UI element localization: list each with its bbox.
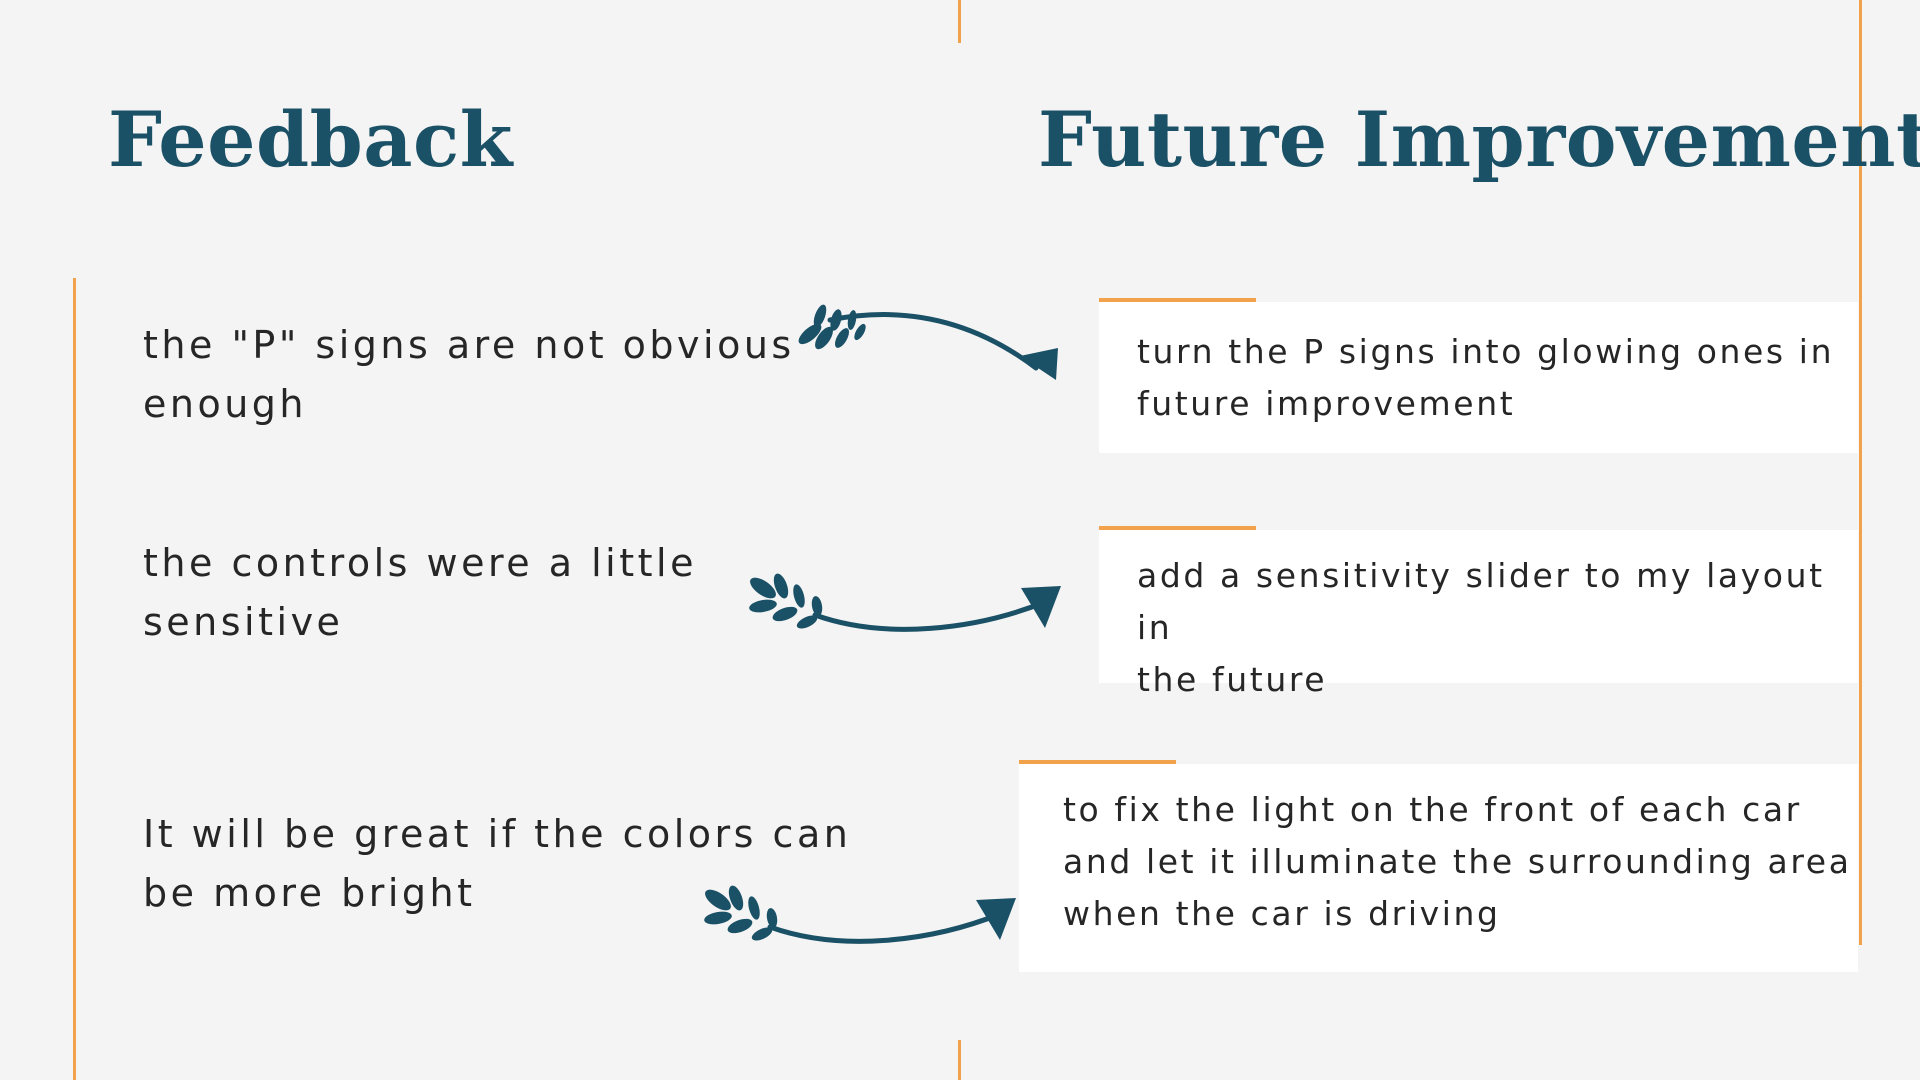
leafy-arrow-icon bbox=[798, 304, 1058, 380]
improvement-card-3: to fix the light on the front of each ca… bbox=[1019, 764, 1858, 972]
leafy-arrow-icon bbox=[749, 573, 1061, 632]
center-top-tick bbox=[958, 0, 961, 43]
future-improvement-heading: Future Improvement bbox=[1038, 95, 1920, 184]
improvement-card-1: turn the P signs into glowing ones in fu… bbox=[1099, 302, 1858, 453]
center-bottom-tick bbox=[958, 1040, 961, 1080]
feedback-item-3: It will be great if the colors can be mo… bbox=[143, 805, 851, 923]
right-accent-line bbox=[1859, 0, 1862, 945]
feedback-line: enough bbox=[143, 382, 308, 426]
feedback-item-1: the "P" signs are not obvious enough bbox=[143, 316, 795, 434]
leafy-arrow-icon bbox=[704, 885, 1016, 944]
card-accent-bar bbox=[1099, 526, 1256, 531]
card-accent-bar bbox=[1019, 760, 1176, 765]
improvement-card-2: add a sensitivity slider to my layout in… bbox=[1099, 530, 1858, 699]
improvement-line: to fix the light on the front of each ca… bbox=[1063, 790, 1802, 829]
feedback-line: It will be great if the colors can bbox=[143, 812, 852, 856]
improvement-line: future improvement bbox=[1137, 384, 1516, 423]
feedback-line: be more bright bbox=[143, 871, 476, 915]
feedback-item-2: the controls were a little sensitive bbox=[143, 534, 697, 652]
feedback-heading: Feedback bbox=[108, 95, 513, 184]
improvement-line: when the car is driving bbox=[1063, 894, 1501, 933]
improvement-line: and let it illuminate the surrounding ar… bbox=[1063, 842, 1852, 881]
improvement-text: turn the P signs into glowing ones in fu… bbox=[1137, 326, 1858, 430]
improvement-text: add a sensitivity slider to my layout in… bbox=[1137, 550, 1858, 706]
card-accent-bar bbox=[1099, 298, 1256, 303]
improvement-line: turn the P signs into glowing ones in bbox=[1137, 332, 1835, 371]
improvement-line: the future bbox=[1137, 660, 1328, 699]
left-accent-line bbox=[73, 278, 76, 1080]
feedback-line: the controls were a little bbox=[143, 541, 697, 585]
improvement-text: to fix the light on the front of each ca… bbox=[1063, 784, 1858, 940]
improvement-line: add a sensitivity slider to my layout in bbox=[1137, 556, 1825, 647]
feedback-line: sensitive bbox=[143, 600, 344, 644]
feedback-line: the "P" signs are not obvious bbox=[143, 323, 795, 367]
